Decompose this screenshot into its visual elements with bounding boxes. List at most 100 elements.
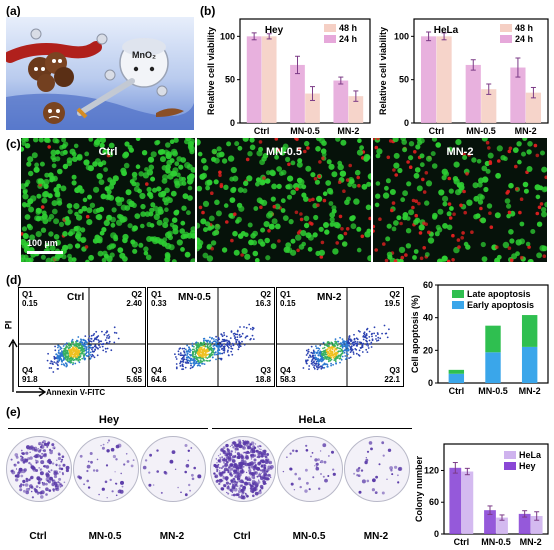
event-dot	[64, 353, 67, 356]
bar	[448, 373, 465, 383]
legend-label: 24 h	[515, 34, 533, 44]
colony	[244, 451, 247, 454]
colony	[242, 465, 245, 468]
live-cell	[305, 232, 312, 239]
event-dot	[201, 352, 204, 355]
event-dot	[219, 352, 222, 355]
colony	[239, 484, 243, 488]
colony	[95, 469, 99, 472]
event-dot	[200, 361, 202, 364]
live-cell	[59, 145, 64, 150]
event-dot	[367, 347, 370, 349]
event-dot	[356, 338, 359, 341]
event-dot	[203, 359, 205, 362]
live-cell	[312, 232, 318, 238]
live-cell	[74, 225, 82, 232]
live-cell	[206, 244, 212, 250]
live-cell	[258, 146, 264, 152]
event-dot	[347, 347, 349, 350]
colony	[240, 456, 244, 460]
dead-cell	[335, 241, 339, 245]
live-cell	[68, 257, 74, 262]
event-dot	[208, 341, 211, 343]
event-dot	[212, 338, 215, 340]
dead-cell	[276, 148, 281, 152]
dead-cell	[422, 221, 426, 226]
live-cell	[36, 178, 43, 185]
live-cell	[502, 241, 510, 249]
colony	[39, 469, 41, 471]
colony	[217, 455, 220, 457]
colony	[49, 450, 53, 455]
colony	[19, 484, 22, 488]
dead-cell	[411, 205, 415, 210]
live-cell	[48, 213, 55, 220]
event-dot	[89, 351, 92, 354]
dish-label: MN-2	[159, 531, 185, 542]
q4-value: 64.6	[151, 375, 167, 384]
live-cell	[495, 172, 501, 179]
colony	[89, 452, 93, 455]
micrograph-label: MN-2	[446, 146, 474, 158]
event-dot	[346, 346, 348, 348]
q4-name: Q4	[151, 366, 162, 375]
live-cell	[386, 223, 392, 229]
event-dot	[72, 355, 75, 358]
flow-plot-mn-2: Q1 0.15 Q2 19.5 Q4 58.3 Q3 22.1 MN-2	[276, 287, 404, 387]
event-dot	[94, 348, 96, 351]
live-cell	[321, 152, 327, 157]
event-dot	[202, 355, 204, 358]
live-cell	[143, 250, 149, 256]
live-cell	[230, 166, 237, 174]
live-cell	[107, 177, 113, 183]
colony	[255, 449, 259, 453]
event-dot	[317, 347, 319, 349]
colony	[217, 463, 220, 466]
dead-cell	[495, 245, 499, 249]
colony	[27, 449, 29, 451]
colony	[242, 439, 244, 442]
live-cell	[441, 168, 448, 175]
live-cell	[95, 237, 101, 244]
live-cell	[345, 196, 351, 202]
live-cell	[203, 227, 208, 233]
dead-cell	[317, 174, 322, 179]
colony	[218, 470, 221, 472]
event-dot	[215, 335, 217, 338]
live-cell	[174, 209, 180, 215]
event-dot	[358, 349, 361, 352]
colony	[371, 488, 375, 492]
event-dot	[211, 356, 214, 359]
dead-cell	[470, 230, 474, 234]
bar	[496, 517, 508, 534]
event-dot	[60, 347, 63, 350]
live-cell	[48, 231, 54, 237]
dead-cell	[408, 165, 413, 169]
dead-cell	[447, 202, 452, 206]
event-dot	[365, 340, 368, 343]
y-tick-label: 0	[230, 118, 235, 128]
event-dot	[219, 357, 222, 360]
dead-cell	[210, 191, 214, 195]
live-cell	[171, 259, 177, 262]
dish-label: MN-2	[363, 531, 389, 542]
live-cell	[408, 141, 415, 147]
event-dot	[74, 349, 77, 352]
plot-frame	[239, 18, 371, 124]
event-dot	[366, 351, 369, 353]
live-cell	[73, 143, 79, 149]
event-dot	[251, 334, 254, 337]
live-cell	[158, 239, 163, 245]
live-cell	[106, 255, 113, 262]
event-dot	[75, 342, 78, 345]
live-cell	[473, 214, 479, 220]
live-cell	[441, 255, 448, 262]
live-cell	[393, 220, 399, 226]
live-cell	[167, 234, 173, 241]
colony	[19, 488, 23, 492]
bar	[246, 36, 262, 123]
live-cell	[337, 234, 344, 241]
colony	[215, 458, 217, 460]
event-dot	[329, 349, 332, 351]
colony	[314, 458, 318, 462]
